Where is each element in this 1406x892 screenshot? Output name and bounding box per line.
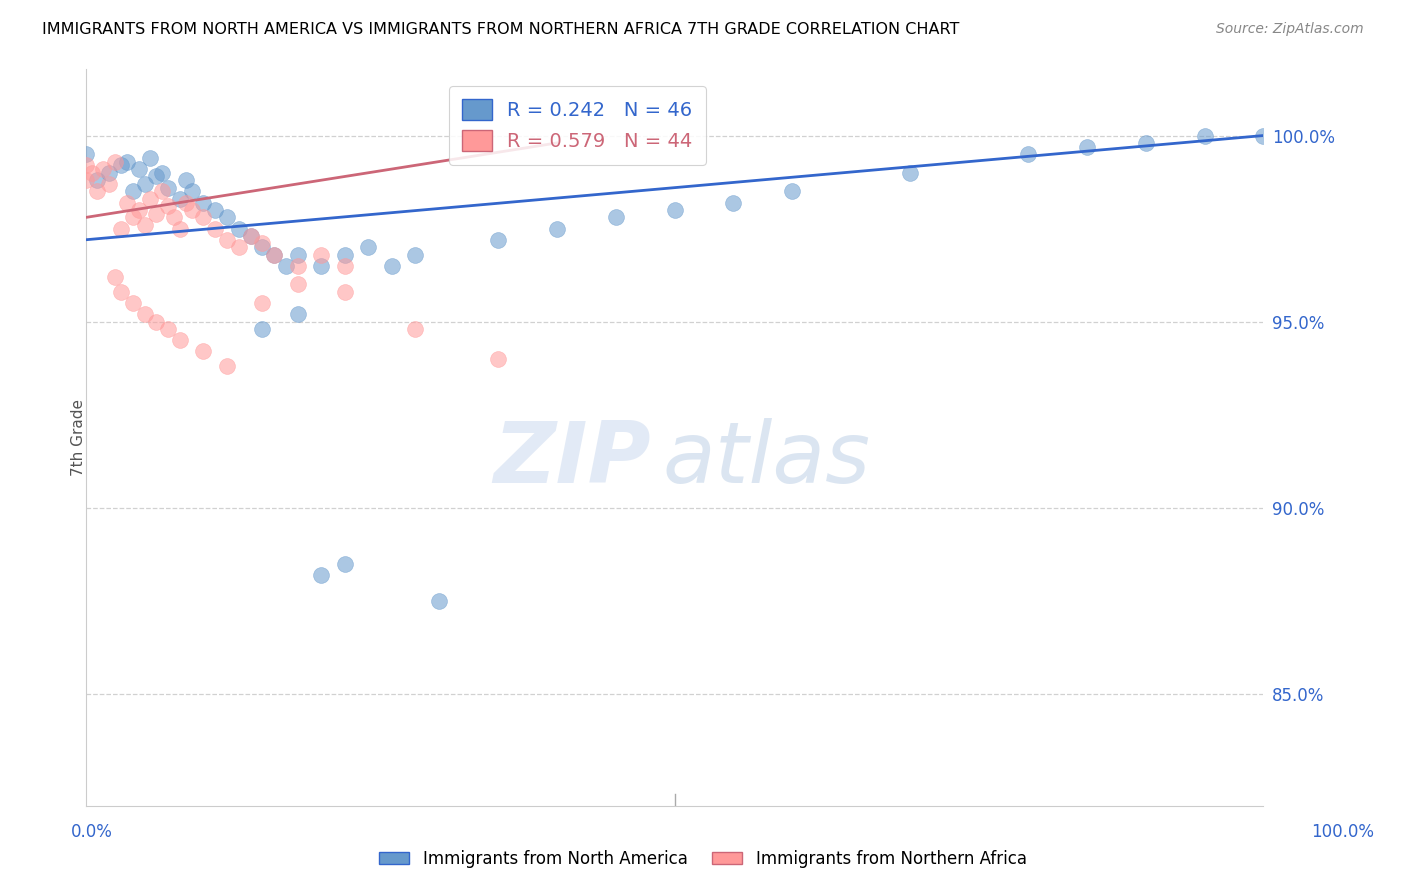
Point	[1076, 139, 1098, 153]
Point	[193, 344, 215, 359]
Point	[86, 173, 108, 187]
Point	[110, 221, 132, 235]
Point	[169, 192, 191, 206]
Point	[215, 359, 238, 374]
Point	[252, 296, 274, 310]
Point	[333, 259, 356, 273]
Point	[150, 166, 173, 180]
Point	[150, 185, 173, 199]
Point	[1194, 128, 1216, 143]
Point	[145, 169, 167, 184]
Point	[128, 202, 150, 217]
Point	[121, 185, 143, 199]
Legend: Immigrants from North America, Immigrants from Northern Africa: Immigrants from North America, Immigrant…	[373, 844, 1033, 875]
Point	[128, 162, 150, 177]
Point	[98, 177, 121, 191]
Point	[75, 147, 97, 161]
Point	[239, 229, 262, 244]
Y-axis label: 7th Grade: 7th Grade	[72, 399, 86, 475]
Point	[134, 218, 156, 232]
Point	[239, 229, 262, 244]
Text: Source: ZipAtlas.com: Source: ZipAtlas.com	[1216, 22, 1364, 37]
Point	[115, 195, 138, 210]
Point	[1135, 136, 1157, 150]
Point	[121, 211, 143, 225]
Point	[357, 240, 380, 254]
Point	[75, 173, 97, 187]
Point	[163, 211, 186, 225]
Point	[139, 151, 162, 165]
Point	[110, 158, 132, 172]
Point	[157, 322, 180, 336]
Point	[204, 202, 226, 217]
Point	[98, 166, 121, 180]
Point	[287, 259, 309, 273]
Point	[75, 158, 97, 172]
Text: IMMIGRANTS FROM NORTH AMERICA VS IMMIGRANTS FROM NORTHERN AFRICA 7TH GRADE CORRE: IMMIGRANTS FROM NORTH AMERICA VS IMMIGRA…	[42, 22, 959, 37]
Point	[309, 567, 332, 582]
Point	[169, 221, 191, 235]
Point	[333, 285, 356, 299]
Point	[287, 307, 309, 321]
Point	[333, 557, 356, 571]
Point	[381, 259, 404, 273]
Point	[898, 166, 921, 180]
Point	[427, 594, 450, 608]
Point	[605, 211, 627, 225]
Point	[252, 322, 274, 336]
Point	[180, 202, 202, 217]
Point	[333, 247, 356, 261]
Point	[193, 195, 215, 210]
Point	[252, 236, 274, 251]
Point	[174, 173, 197, 187]
Point	[121, 296, 143, 310]
Point	[546, 221, 568, 235]
Point	[228, 221, 250, 235]
Point	[104, 154, 127, 169]
Point	[287, 247, 309, 261]
Point	[104, 270, 127, 285]
Point	[157, 180, 180, 194]
Point	[215, 233, 238, 247]
Legend: R = 0.242   N = 46, R = 0.579   N = 44: R = 0.242 N = 46, R = 0.579 N = 44	[449, 86, 706, 165]
Text: atlas: atlas	[662, 417, 870, 500]
Point	[486, 233, 509, 247]
Point	[1017, 147, 1039, 161]
Point	[134, 307, 156, 321]
Point	[309, 247, 332, 261]
Point	[228, 240, 250, 254]
Point	[263, 247, 285, 261]
Point	[145, 315, 167, 329]
Point	[193, 211, 215, 225]
Point	[139, 192, 162, 206]
Point	[274, 259, 297, 273]
Point	[782, 185, 804, 199]
Point	[215, 211, 238, 225]
Point	[174, 195, 197, 210]
Point	[723, 195, 745, 210]
Point	[157, 199, 180, 213]
Point	[263, 247, 285, 261]
Point	[145, 207, 167, 221]
Point	[180, 185, 202, 199]
Point	[404, 247, 426, 261]
Point	[86, 185, 108, 199]
Point	[204, 221, 226, 235]
Point	[1253, 128, 1275, 143]
Point	[486, 351, 509, 366]
Point	[169, 333, 191, 347]
Point	[309, 259, 332, 273]
Point	[110, 285, 132, 299]
Point	[664, 202, 686, 217]
Text: 100.0%: 100.0%	[1312, 822, 1374, 840]
Point	[252, 240, 274, 254]
Point	[134, 177, 156, 191]
Text: ZIP: ZIP	[494, 417, 651, 500]
Point	[404, 322, 426, 336]
Point	[287, 277, 309, 292]
Text: 0.0%: 0.0%	[70, 822, 112, 840]
Point	[80, 166, 103, 180]
Point	[93, 162, 115, 177]
Point	[115, 154, 138, 169]
